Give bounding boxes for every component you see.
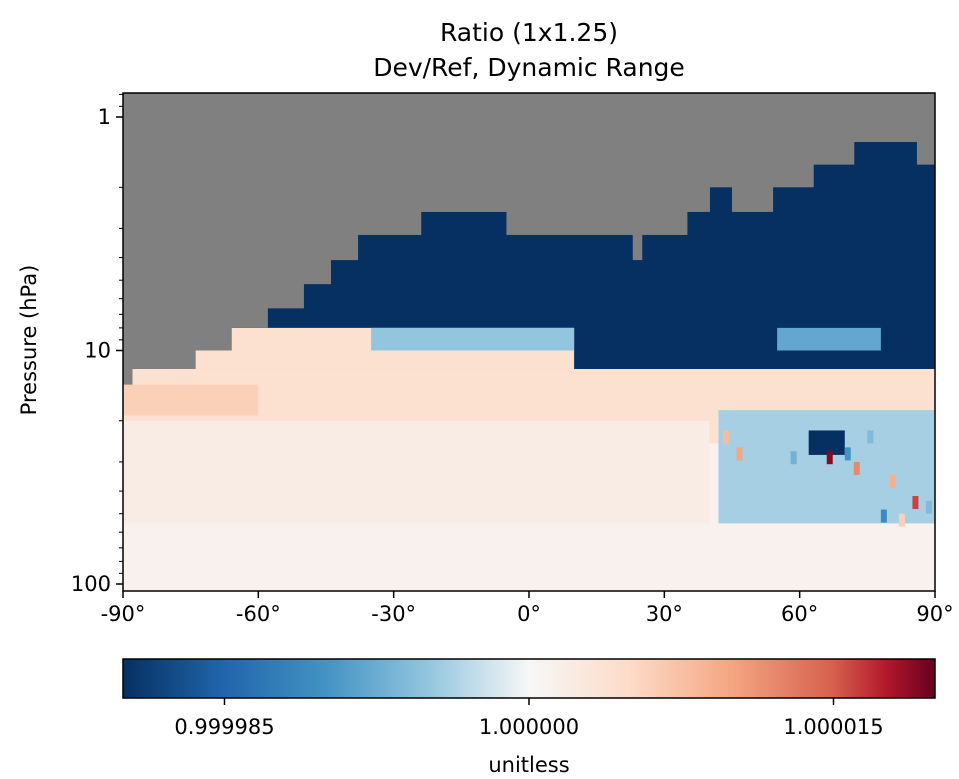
data-speckle-4 xyxy=(844,447,851,461)
colorbar-tick-label-1: 1.000000 xyxy=(479,715,579,739)
data-speckles xyxy=(722,430,932,527)
x-axis: -90° -60° -30° 0° 30° 60° 90° xyxy=(101,591,954,626)
missing-segment-4 xyxy=(267,93,304,309)
data-band-2 xyxy=(371,327,575,351)
missing-segment-16 xyxy=(813,93,855,165)
missing-data-region xyxy=(123,93,935,385)
data-band-7 xyxy=(718,410,935,533)
missing-segment-5 xyxy=(303,93,332,285)
missing-segment-14 xyxy=(732,93,774,212)
data-band-8 xyxy=(808,430,845,455)
missing-segment-10 xyxy=(632,93,643,261)
missing-segment-11 xyxy=(641,93,688,235)
missing-segment-2 xyxy=(195,93,232,351)
missing-segment-8 xyxy=(420,93,507,212)
y-tick-label-2: 100 xyxy=(71,572,111,596)
chart-title-line2: Dev/Ref, Dynamic Range xyxy=(373,53,685,82)
colorbar-label: unitless xyxy=(488,753,569,777)
data-speckle-7 xyxy=(889,474,896,488)
x-tick-label-4: 30° xyxy=(646,602,683,626)
x-tick-label-6: 90° xyxy=(916,602,953,626)
data-speckle-2 xyxy=(790,451,797,465)
plot-area xyxy=(123,93,935,591)
data-speckle-8 xyxy=(912,496,919,510)
missing-segment-9 xyxy=(506,93,634,235)
data-speckle-11 xyxy=(898,513,905,527)
data-speckle-3 xyxy=(826,451,833,465)
colorbar-tick-label-0: 0.999985 xyxy=(174,715,274,739)
data-speckle-0 xyxy=(722,430,729,444)
y-axis: 1 10 100 xyxy=(71,93,123,596)
y-tick-label-1: 10 xyxy=(84,339,111,363)
missing-segment-6 xyxy=(330,93,359,261)
colorbar-ticks: 0.999985 1.000000 1.000015 xyxy=(174,698,884,739)
data-speckle-1 xyxy=(736,447,743,461)
x-tick-label-5: 60° xyxy=(781,602,818,626)
colorbar-tick-label-2: 1.000015 xyxy=(783,715,883,739)
missing-segment-0 xyxy=(123,93,133,385)
data-band-9 xyxy=(123,523,935,591)
data-speckle-6 xyxy=(867,430,874,444)
missing-segment-17 xyxy=(853,93,918,143)
missing-segment-1 xyxy=(132,93,196,369)
missing-segment-18 xyxy=(916,93,935,165)
x-tick-label-0: -90° xyxy=(101,602,146,626)
data-band-3 xyxy=(777,327,881,351)
x-tick-label-1: -60° xyxy=(236,602,281,626)
missing-segment-3 xyxy=(231,93,268,328)
x-tick-label-3: 0° xyxy=(517,602,541,626)
data-speckle-5 xyxy=(853,461,860,475)
data-band-6 xyxy=(123,420,710,533)
y-axis-label: Pressure (hPa) xyxy=(17,265,41,416)
data-speckle-10 xyxy=(880,509,887,523)
data-band-5 xyxy=(123,384,259,416)
y-tick-label-0: 1 xyxy=(98,105,111,129)
x-tick-label-2: -30° xyxy=(371,602,416,626)
missing-segment-13 xyxy=(709,93,733,188)
missing-segment-12 xyxy=(686,93,710,212)
missing-segment-7 xyxy=(357,93,422,235)
data-speckle-9 xyxy=(925,500,932,514)
missing-segment-15 xyxy=(772,93,814,188)
chart-title-line1: Ratio (1x1.25) xyxy=(440,18,618,47)
colorbar xyxy=(122,658,936,699)
